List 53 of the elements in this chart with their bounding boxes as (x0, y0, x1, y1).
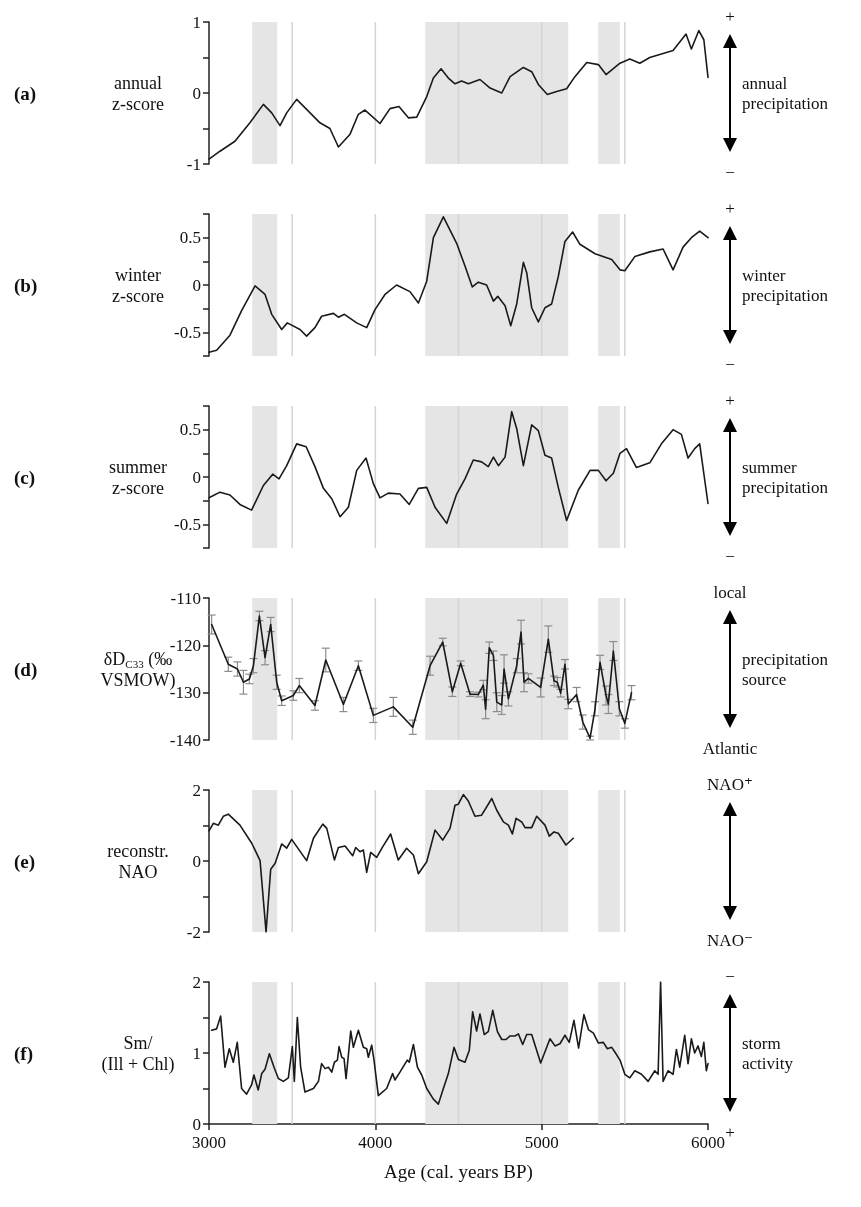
y-tick-label: 2 (192, 780, 201, 800)
y-axis-title: winter z-score (112, 264, 164, 306)
line-series (208, 216, 709, 354)
y-tick-label: -140 (169, 730, 201, 750)
text: (f) (14, 1042, 33, 1065)
y-tick-label: 0 (192, 1114, 201, 1134)
y-tick-label: 2 (192, 972, 201, 992)
y-tick-label: -110 (170, 588, 201, 608)
y-axis-title: Sm/ (Ill + Chl) (101, 1032, 175, 1075)
text: winter precipitation (742, 265, 829, 305)
text: + (725, 1122, 735, 1142)
x-tick-label: 5000 (524, 1133, 559, 1152)
text: + (725, 390, 735, 410)
y-tick-label: 1 (192, 1043, 201, 1063)
y-axis-title: annual z-score (112, 72, 164, 114)
text: + (725, 198, 735, 218)
text: + (725, 6, 735, 26)
x-tick-label: 3000 (192, 1133, 226, 1152)
y-tick-label: 0 (192, 275, 201, 295)
y-tick-label: 0 (192, 83, 201, 103)
y-tick-label: 0 (192, 851, 201, 871)
text: (a) (14, 82, 37, 105)
text: (c) (14, 466, 36, 489)
y-tick-label: 0.5 (179, 420, 201, 440)
text: local (713, 582, 747, 602)
y-tick-label: -0.5 (174, 322, 201, 342)
text: (e) (14, 850, 36, 873)
annotation: Atlantic (702, 738, 758, 758)
text: precipitation source (742, 649, 829, 689)
y-axis-title: reconstr. NAO (107, 840, 169, 882)
text: − (725, 162, 735, 182)
text: − (725, 966, 735, 986)
y-tick-label: 0 (192, 467, 201, 487)
y-tick-label: 0.5 (179, 228, 201, 248)
y-tick-label: -0.5 (174, 514, 201, 534)
x-tick-label: 6000 (691, 1133, 725, 1152)
annotation: NAO⁻ (707, 930, 753, 950)
text: (b) (14, 274, 38, 297)
y-tick-label: -2 (186, 922, 201, 942)
y-tick-label: 1 (192, 12, 201, 32)
y-tick-label: -120 (169, 635, 201, 655)
text: storm activity (742, 1033, 794, 1073)
text: − (725, 354, 735, 374)
text: (d) (14, 658, 38, 681)
text: − (725, 546, 735, 566)
x-axis-title: Age (cal. years BP) (384, 1161, 533, 1183)
y-tick-label: -1 (186, 154, 201, 174)
text: summer precipitation (742, 457, 829, 497)
text: annual precipitation (742, 73, 829, 113)
annotation: NAO⁺ (707, 774, 753, 794)
x-tick-label: 4000 (358, 1133, 393, 1152)
y-axis-title: summer z-score (109, 456, 167, 498)
line-series (208, 793, 575, 933)
